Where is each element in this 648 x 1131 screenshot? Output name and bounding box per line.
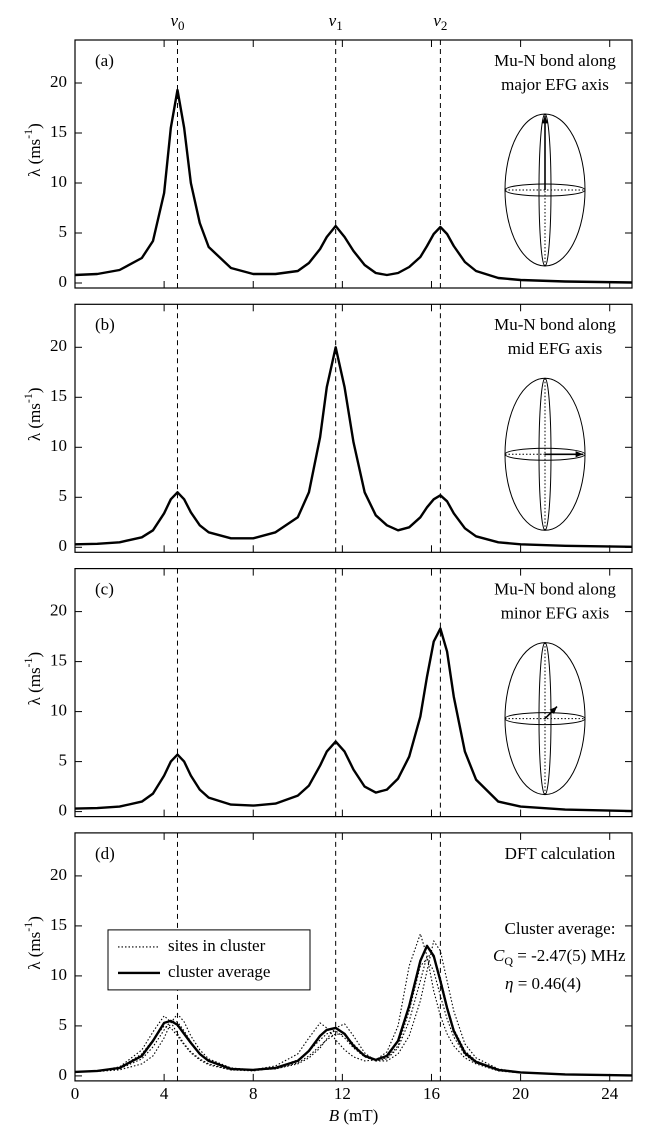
y-axis-label: λ (ms-1) [21,652,44,706]
annotation: major EFG axis [501,75,609,94]
y-tick-label: 10 [50,172,67,191]
parameter: CQ = -2.47(5) MHz [493,946,626,968]
text-part: 2 [441,18,448,33]
inset-arrowhead [549,706,557,715]
marker-label: ν0 [170,11,184,33]
annotation: mid EFG axis [508,339,602,358]
text-part: λ (ms [25,139,44,177]
y-tick-label: 20 [50,72,67,91]
plot-frame [74,39,633,289]
plot-frame [74,303,633,553]
annotation: Mu-N bond along [494,315,616,334]
text-part: λ (ms [25,932,44,970]
y-tick-label: 5 [59,1015,68,1034]
text-part: 1 [336,18,343,33]
y-tick-label: 5 [59,222,68,241]
text-part: η [505,974,513,993]
y-tick-label: 0 [59,1065,68,1084]
marker-label: ν2 [433,11,447,33]
x-tick-label: 24 [601,1084,619,1103]
y-tick-label: 15 [50,386,67,405]
annotation: DFT calculation [505,844,616,863]
x-tick-label: 12 [334,1084,351,1103]
panel: 0 5 10 15 20 0 4 8 12 16 20 24 λ (ms-1) B (mT) (d) DFT … [21,832,633,1125]
y-tick-label: 20 [50,336,67,355]
parameter: η = 0.46(4) [505,974,581,993]
data-line [74,346,633,548]
x-axis-label: B (mT) [329,1106,379,1125]
panel-label: (b) [95,315,115,334]
data-line [74,933,633,1076]
text-part: Q [504,954,513,968]
y-axis-label: λ (ms-1) [21,916,44,970]
text-part: λ (ms [25,667,44,705]
inset-arrowhead [541,116,549,124]
y-tick-label: 15 [50,651,67,670]
x-tick-label: 8 [249,1084,258,1103]
y-tick-label: 5 [59,751,68,770]
y-tick-label: 5 [59,486,68,505]
y-tick-label: 20 [50,601,67,620]
data-line [74,88,633,284]
panel-label: (a) [95,51,114,70]
text-part: ) [25,387,44,393]
text-part: B [329,1106,340,1125]
data-line [74,627,633,813]
marker-label: ν1 [329,11,343,33]
y-axis-label: λ (ms-1) [21,123,44,177]
inset-arrowhead [575,451,583,458]
text-part: ν [170,11,178,30]
y-axis-label: λ (ms-1) [21,387,44,441]
y-tick-label: 10 [50,701,67,720]
annotation: minor EFG axis [501,604,610,623]
data-line [74,944,633,1077]
text-part: -1 [21,657,35,667]
x-tick-label: 0 [71,1084,80,1103]
y-tick-label: 10 [50,965,67,984]
x-tick-label: 4 [160,1084,169,1103]
legend-box [107,929,311,991]
panel: 0 5 10 15 20 λ (ms-1) (b) Mu-N bond along mid EF… [21,303,633,555]
text-part: ν [433,11,441,30]
text-part: -1 [21,393,35,403]
text-part: = 0.46(4) [513,974,581,993]
text-part: ) [25,916,44,922]
text-part: ) [25,652,44,658]
annotation: Cluster average: [505,919,616,938]
annotation: Mu-N bond along [494,51,616,70]
text-part: (mT) [339,1106,378,1125]
plot-frame [74,832,633,1082]
text-part: -1 [21,129,35,139]
y-tick-label: 15 [50,122,67,141]
y-tick-label: 0 [59,272,68,291]
legend-label: sites in cluster [168,936,266,955]
text-part: ν [329,11,337,30]
panel: 0 5 10 15 20 λ (ms-1) (c) Mu-N bond along minor … [21,567,633,820]
text-part: = -2.47(5) MHz [513,946,626,965]
text-part: λ (ms [25,403,44,441]
panel-label: (c) [95,580,114,599]
x-tick-label: 16 [423,1084,440,1103]
legend-label: cluster average [168,962,270,981]
plot-frame [74,567,633,818]
y-tick-label: 10 [50,436,67,455]
y-tick-label: 0 [59,536,68,555]
text-part: C [493,946,505,965]
y-tick-label: 20 [50,865,67,884]
y-tick-label: 15 [50,915,67,934]
text-part: ) [25,123,44,129]
text-part: 0 [178,18,185,33]
annotation: Mu-N bond along [494,580,616,599]
panel-label: (d) [95,844,115,863]
text-part: -1 [21,922,35,932]
y-tick-label: 0 [59,801,68,820]
x-tick-label: 20 [512,1084,529,1103]
